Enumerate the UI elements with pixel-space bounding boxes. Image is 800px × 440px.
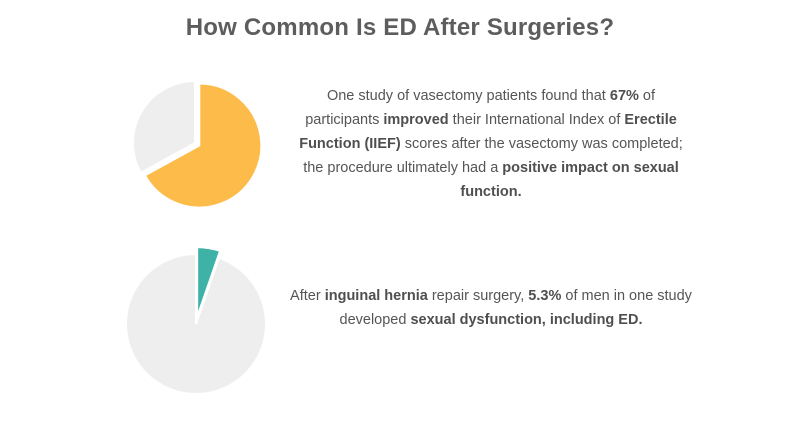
hernia-caption: After inguinal hernia repair surgery, 5.…: [282, 284, 700, 332]
caption-segment: 67%: [609, 88, 639, 104]
vasectomy-improved-slice: [143, 82, 263, 209]
caption-segment: improved: [383, 112, 449, 128]
caption-segment: repair surgery,: [427, 288, 529, 304]
caption-segment: of men in one study developed: [339, 288, 692, 328]
vasectomy-caption: One study of vasectomy patients found th…: [292, 84, 690, 204]
caption-segment: After: [290, 288, 325, 304]
caption-segment: positive impact on sexual function.: [460, 160, 679, 200]
vasectomy-rest-slice: [132, 79, 196, 175]
caption-segment: sexual dysfunction, including ED.: [410, 312, 643, 328]
caption-segment: 5.3%: [528, 288, 562, 304]
hernia-pie-chart: [124, 246, 267, 395]
caption-segment: their International Index of: [448, 112, 625, 128]
hernia-dysfunction-slice: [196, 246, 222, 318]
caption-segment: scores after the vasectomy was completed…: [303, 136, 683, 176]
caption-segment: One study of vasectomy patients found th…: [326, 88, 610, 104]
caption-segment: inguinal hernia: [324, 288, 428, 304]
caption-segment: Erectile Function (IIEF): [299, 112, 677, 152]
hernia-rest-slice: [124, 252, 267, 395]
caption-segment: of participants: [305, 88, 656, 128]
page-title: How Common Is ED After Surgeries?: [185, 14, 615, 41]
vasectomy-pie-chart: [132, 79, 263, 209]
